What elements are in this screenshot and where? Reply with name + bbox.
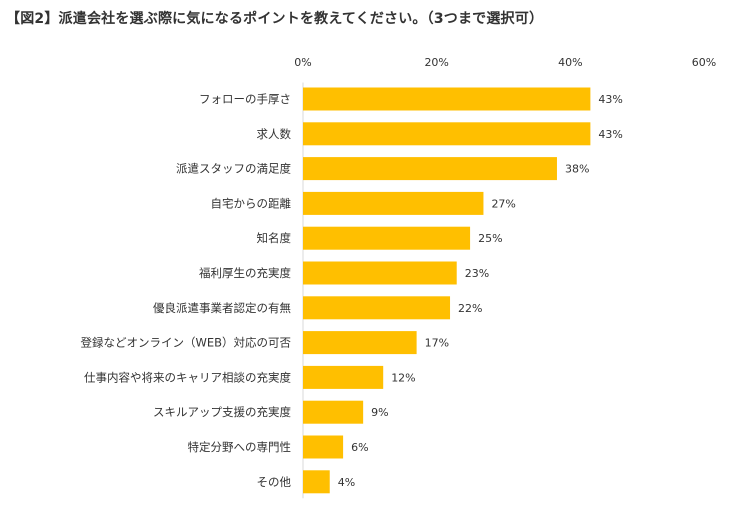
category-label: 優良派遣事業者認定の有無	[153, 301, 291, 315]
data-label: 12%	[391, 371, 415, 384]
bar	[303, 191, 484, 215]
category-label: フォローの手厚さ	[199, 92, 291, 106]
data-label: 27%	[491, 197, 515, 210]
x-tick-label: 40%	[558, 56, 582, 69]
x-tick-label: 60%	[692, 56, 716, 69]
category-label: 福利厚生の充実度	[199, 266, 291, 280]
bar	[303, 157, 557, 181]
category-label: その他	[257, 475, 292, 489]
bar	[303, 470, 330, 494]
data-label: 25%	[478, 232, 502, 245]
bar	[303, 226, 471, 250]
category-label: 仕事内容や将来のキャリア相談の充実度	[84, 370, 291, 384]
bar	[303, 435, 344, 459]
data-label: 6%	[351, 441, 368, 454]
data-label: 17%	[425, 337, 449, 350]
data-label: 38%	[565, 163, 589, 176]
data-label: 4%	[338, 476, 355, 489]
category-label: スキルアップ支援の充実度	[153, 405, 291, 419]
category-label: 自宅からの距離	[211, 196, 292, 210]
bar	[303, 261, 457, 285]
bar	[303, 365, 384, 389]
bar	[303, 400, 364, 424]
data-label: 9%	[371, 406, 388, 419]
category-label: 求人数	[257, 127, 292, 141]
data-label: 22%	[458, 302, 482, 315]
data-label: 43%	[598, 128, 622, 141]
bar	[303, 331, 417, 355]
category-label: 知名度	[257, 231, 292, 245]
category-label: 特定分野への専門性	[188, 440, 292, 454]
category-label: 派遣スタッフの満足度	[176, 162, 291, 176]
x-tick-label: 20%	[424, 56, 448, 69]
bar	[303, 296, 451, 320]
bar	[303, 122, 591, 146]
category-label: 登録などオンライン（WEB）対応の可否	[80, 336, 291, 350]
data-label: 23%	[465, 267, 489, 280]
data-label: 43%	[598, 93, 622, 106]
chart-title: 【図2】派遣会社を選ぶ際に気になるポイントを教えてください。（3つまで選択可）	[6, 11, 544, 27]
bar	[303, 87, 591, 111]
x-tick-label: 0%	[294, 56, 311, 69]
